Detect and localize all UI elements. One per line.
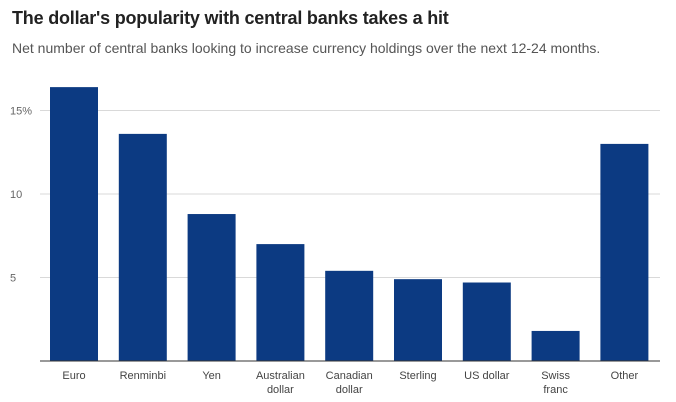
bar-other — [600, 143, 649, 361]
chart-title: The dollar's popularity with central ban… — [12, 8, 449, 28]
x-label-australian-dollar: Australian dollar — [256, 370, 305, 396]
y-axis-ticks: 5 10 15% — [10, 106, 32, 285]
x-label-swiss-franc: Swiss franc — [541, 370, 570, 396]
bar-yen — [187, 214, 236, 361]
bars — [50, 87, 649, 362]
y-tick-label-5: 5 — [10, 273, 16, 285]
x-label-renminbi: Renminbi — [120, 370, 166, 382]
bar-canadian-dollar — [325, 270, 374, 361]
bar-australian-dollar — [256, 244, 305, 361]
bar-sterling — [394, 279, 442, 361]
bar-euro — [50, 87, 98, 362]
x-label-us-dollar: US dollar — [464, 370, 510, 382]
bar-renminbi — [118, 133, 167, 361]
chart-subtitle: Net number of central banks looking to i… — [12, 40, 601, 56]
y-tick-label-10: 10 — [10, 189, 22, 201]
x-label-canadian-dollar: Canadian dollar — [326, 370, 373, 396]
bar-swiss-franc — [531, 330, 580, 361]
x-label-other: Other — [611, 370, 639, 382]
y-tick-label-15: 15% — [10, 106, 32, 118]
x-label-yen: Yen — [202, 370, 221, 382]
x-label-sterling: Sterling — [399, 370, 436, 382]
x-label-euro: Euro — [62, 370, 85, 382]
bar-us-dollar — [462, 282, 511, 361]
x-axis-labels: Euro Renminbi Yen Australian dollar Canadian d… — [62, 370, 638, 396]
